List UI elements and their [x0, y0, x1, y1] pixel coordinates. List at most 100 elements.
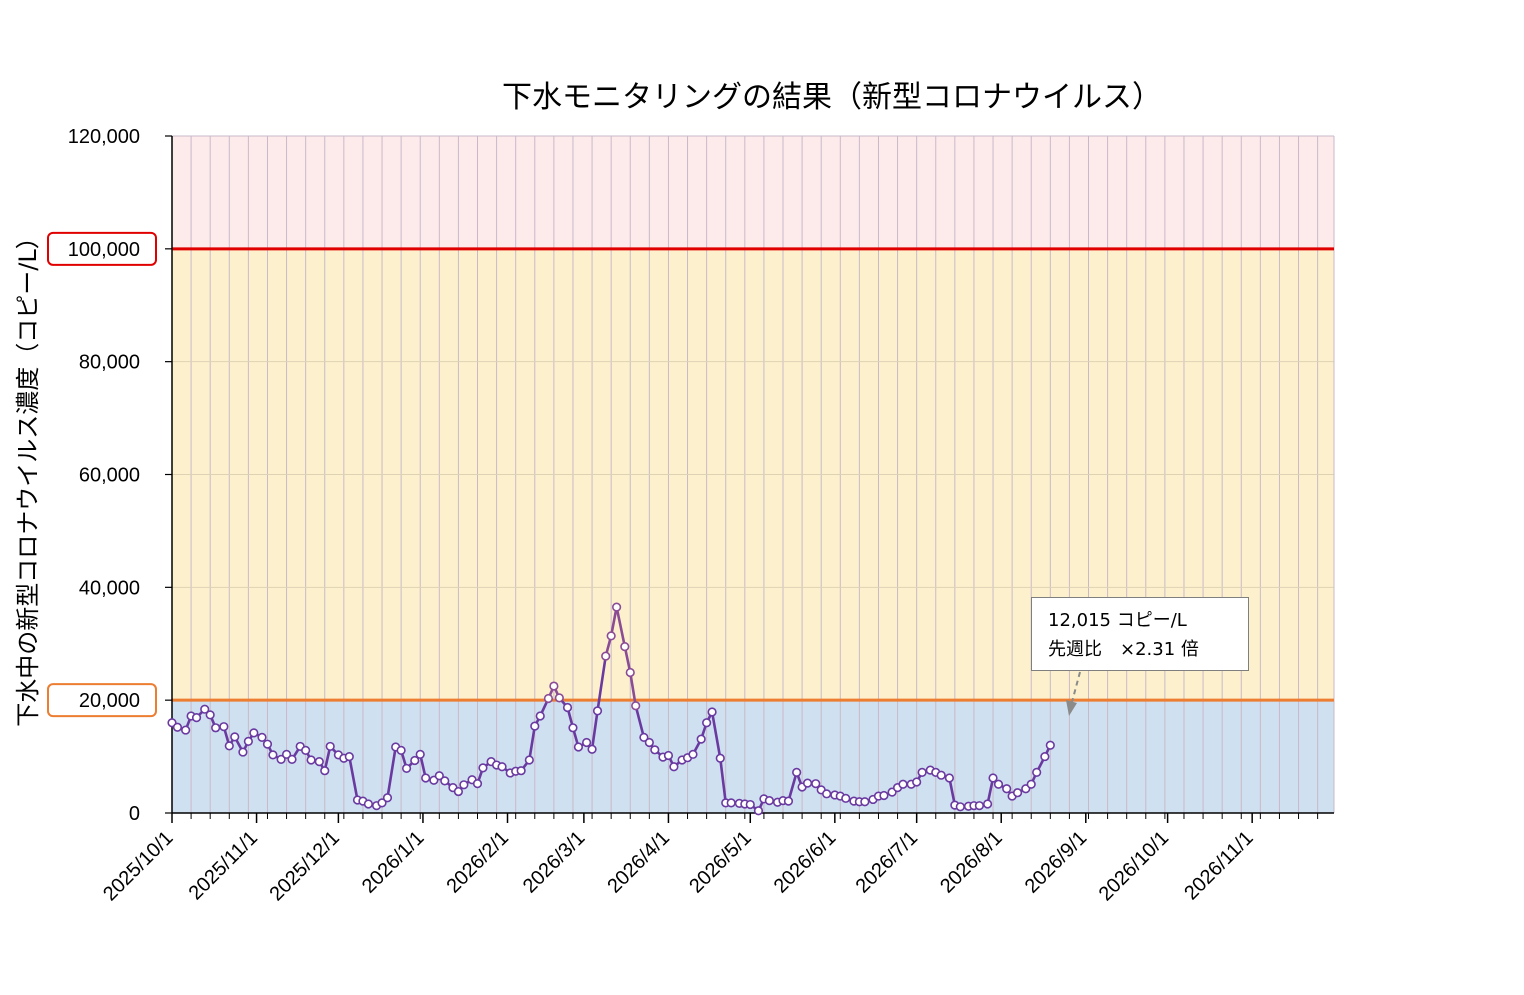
data-point: [535, 711, 545, 721]
data-point: [230, 732, 240, 742]
x-tick-label: 2026/11/1: [1180, 827, 1257, 904]
x-tick-label: 2025/10/1: [99, 827, 177, 905]
data-point: [249, 728, 259, 738]
data-point: [320, 766, 330, 776]
series-line-segment: [528, 724, 537, 762]
x-tick-label: 2026/6/1: [770, 827, 841, 898]
data-point: [688, 749, 698, 759]
data-point: [314, 757, 324, 767]
data-point: [625, 667, 635, 678]
data-point: [1040, 751, 1050, 762]
data-point: [281, 749, 292, 759]
series-line-segment: [634, 704, 646, 739]
data-point: [205, 710, 215, 720]
data-point: [276, 754, 286, 765]
data-point: [211, 723, 221, 733]
data-point: [974, 801, 984, 811]
data-point: [1032, 767, 1042, 777]
data-point: [822, 789, 832, 799]
data-point: [172, 722, 183, 732]
data-point: [415, 749, 425, 759]
data-point: [562, 702, 573, 713]
series-layer: [167, 602, 1055, 816]
y-tick-label: 0: [129, 803, 140, 825]
series-line-segment: [718, 756, 728, 805]
data-point: [472, 779, 483, 789]
y-tick-label: 60,000: [79, 465, 140, 487]
data-point: [440, 776, 450, 786]
series-line-segment: [710, 710, 722, 760]
data-point: [669, 762, 679, 772]
data-point: [644, 737, 654, 748]
data-point: [268, 750, 278, 760]
data-point: [982, 799, 993, 809]
x-tick-label: 2026/7/1: [852, 827, 923, 898]
y-tick-label: 80,000: [79, 352, 140, 374]
annotation-arrow: [1066, 671, 1081, 716]
data-point: [993, 779, 1004, 789]
x-tick-label: 2026/5/1: [685, 827, 756, 898]
data-point: [459, 780, 469, 790]
data-point: [238, 747, 248, 757]
data-point: [287, 754, 297, 765]
data-point: [554, 693, 564, 703]
data-point: [726, 798, 736, 808]
data-point: [955, 802, 965, 812]
data-point: [783, 796, 794, 806]
data-point: [191, 713, 202, 723]
y-tick-labels: 0 20,000 40,000 60,000 80,000 100,000 120,000: [47, 126, 1319, 825]
y-axis-label: 下水中の新型コロナウイルス濃度（コピー/L）: [14, 225, 42, 726]
x-tick-label: 2025/12/1: [265, 827, 343, 905]
data-point: [792, 767, 802, 777]
data-point: [745, 799, 755, 810]
data-point: [620, 641, 630, 652]
data-point: [421, 773, 431, 783]
data-point: [262, 739, 273, 749]
data-point: [181, 725, 191, 735]
y-tick-label: 120,000: [68, 126, 140, 148]
data-point: [344, 751, 354, 762]
data-point: [524, 755, 534, 765]
data-point: [434, 771, 444, 781]
data-point: [802, 778, 813, 788]
chart-title: 下水モニタリングの結果（新型コロナウイルス）: [502, 80, 1162, 115]
x-tick-label: 2026/2/1: [442, 827, 513, 898]
data-point: [612, 602, 622, 612]
series-line-segment: [609, 605, 618, 638]
data-point: [306, 755, 316, 765]
series-line-segment: [615, 605, 627, 648]
data-point: [530, 721, 540, 731]
data-point: [592, 706, 603, 716]
data-point: [841, 793, 851, 803]
data-point: [696, 734, 706, 744]
data-point: [453, 786, 464, 797]
data-point: [568, 723, 578, 733]
series-line-segment: [348, 755, 359, 802]
data-point: [715, 753, 725, 763]
data-point: [582, 737, 592, 748]
data-point: [707, 707, 717, 717]
data-point: [1012, 788, 1023, 798]
data-point: [1026, 779, 1036, 789]
data-point: [516, 766, 526, 776]
data-point: [702, 718, 712, 728]
data-point: [573, 742, 584, 752]
series-line-segment: [787, 771, 798, 803]
data-point: [912, 777, 922, 787]
data-point: [325, 741, 335, 752]
data-point: [396, 745, 406, 755]
series-line-segment: [628, 671, 638, 708]
data-point: [898, 779, 908, 789]
data-point: [219, 722, 229, 732]
series-line-segment: [596, 654, 608, 713]
series-line-segment: [590, 709, 599, 751]
data-point: [811, 779, 821, 789]
data-point: [753, 806, 764, 816]
arrow-head: [1066, 700, 1077, 716]
callout-ratio-text: 先週比 ×2.31 倍: [1048, 639, 1199, 660]
x-tick-label: 2026/8/1: [936, 827, 1007, 898]
data-point: [860, 797, 870, 807]
data-point: [944, 773, 954, 783]
data-point: [879, 790, 889, 801]
y-tick-label: 100,000: [68, 239, 140, 261]
